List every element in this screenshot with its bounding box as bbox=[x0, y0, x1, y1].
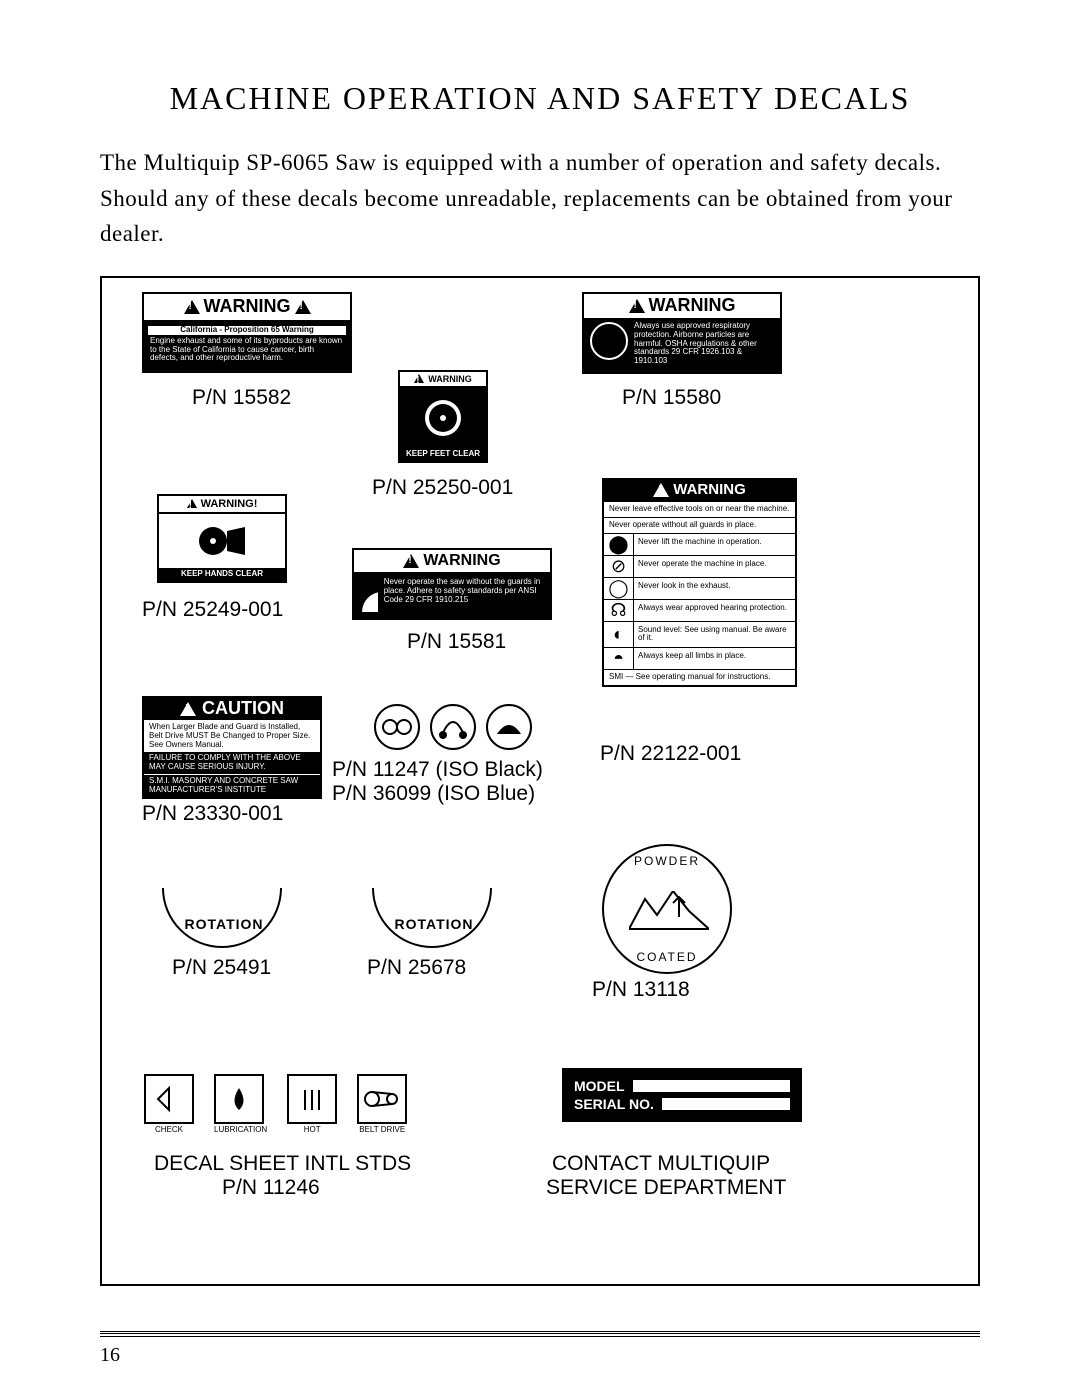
powder-top: POWDER bbox=[604, 854, 730, 868]
page-number: 16 bbox=[100, 1344, 120, 1367]
hand-blade-icon bbox=[197, 521, 247, 561]
serial-label: SERIAL NO. bbox=[574, 1096, 654, 1112]
warn-icon: ◐ bbox=[604, 622, 634, 648]
pn-label: P/N 22122-001 bbox=[600, 742, 741, 766]
pn-label: P/N 15582 bbox=[192, 386, 291, 410]
warning-label: WARNING bbox=[673, 481, 746, 498]
prop65-subhead: California - Proposition 65 Warning bbox=[148, 326, 346, 335]
lubrication-icon bbox=[214, 1074, 264, 1124]
sheet-title: DECAL SHEET INTL STDS bbox=[154, 1152, 411, 1176]
multi-line: Never look in the exhaust. bbox=[634, 578, 795, 599]
decal-caution-belt: CAUTION When Larger Blade and Guard is I… bbox=[142, 696, 322, 799]
iso-goggles-icon bbox=[374, 704, 420, 750]
warn-icon: ◯ bbox=[604, 578, 634, 599]
iso-hardhat-icon bbox=[486, 704, 532, 750]
decals-panel: WARNING California - Proposition 65 Warn… bbox=[100, 276, 980, 1286]
pn-label: P/N 13118 bbox=[592, 978, 690, 1002]
footer-rule bbox=[100, 1331, 980, 1337]
decal-keep-feet: WARNING KEEP FEET CLEAR bbox=[398, 370, 488, 463]
decal-respirator: WARNING Always use approved respiratory … bbox=[582, 292, 782, 374]
multi-line: Never operate without all guards in plac… bbox=[604, 518, 795, 534]
decal-multi-warning: WARNING Never leave effective tools on o… bbox=[602, 478, 797, 687]
caution-footer: S.M.I. MASONRY AND CONCRETE SAW MANUFACT… bbox=[144, 774, 320, 797]
warning-triangle-icon bbox=[653, 483, 669, 497]
intro-paragraph: The Multiquip SP-6065 Saw is equipped wi… bbox=[100, 145, 980, 252]
pn-label: P/N 11246 bbox=[222, 1176, 320, 1200]
caution-label: CAUTION bbox=[202, 698, 284, 719]
guards-body: Never operate the saw without the guards… bbox=[384, 578, 544, 614]
multi-line: Never leave effective tools on or near t… bbox=[604, 502, 795, 518]
sheet-cell: LUBRICATION bbox=[214, 1126, 267, 1135]
check-icon bbox=[144, 1074, 194, 1124]
caution-body2: FAILURE TO COMPLY WITH THE ABOVE MAY CAU… bbox=[144, 752, 320, 774]
serial-blank bbox=[662, 1098, 790, 1110]
hot-icon bbox=[287, 1074, 337, 1124]
powder-bot: COATED bbox=[604, 950, 730, 964]
multi-line: Never lift the machine in operation. bbox=[634, 534, 795, 555]
sheet-cell: CHECK bbox=[144, 1126, 194, 1135]
pn-label: P/N 25491 bbox=[172, 956, 271, 980]
pn-label: P/N 25678 bbox=[367, 956, 466, 980]
pn-label: P/N 25250-001 bbox=[372, 476, 513, 500]
respirator-icon bbox=[590, 322, 628, 360]
warning-triangle-icon bbox=[187, 499, 197, 508]
warn-icon: ⬤ bbox=[604, 534, 634, 555]
warning-label: WARNING bbox=[423, 552, 500, 570]
saw-blade-icon bbox=[418, 393, 468, 443]
plate-title: CONTACT MULTIQUIP bbox=[552, 1152, 770, 1176]
warning-triangle-icon bbox=[295, 300, 311, 314]
mountain-icon bbox=[629, 891, 709, 931]
plate-sub: SERVICE DEPARTMENT bbox=[546, 1176, 786, 1200]
pn-label: P/N 11247 (ISO Black) bbox=[332, 758, 543, 782]
sheet-cell: BELT DRIVE bbox=[357, 1126, 407, 1135]
sheet-cell: HOT bbox=[287, 1126, 337, 1135]
rotation-label: ROTATION bbox=[164, 916, 284, 932]
warning-label: WARNING bbox=[204, 296, 291, 317]
pn-label: P/N 15580 bbox=[622, 386, 721, 410]
multi-line: Always wear approved hearing protection. bbox=[634, 600, 795, 621]
caution-triangle-icon bbox=[180, 702, 196, 716]
multi-line: Never operate the machine in place. bbox=[634, 556, 795, 577]
pn-label: P/N 15581 bbox=[407, 630, 506, 654]
decal-guards: WARNING Never operate the saw without th… bbox=[352, 548, 552, 620]
model-blank bbox=[633, 1080, 790, 1092]
warning-triangle-icon bbox=[403, 554, 419, 568]
warn-icon: ☊ bbox=[604, 600, 634, 621]
blade-guard-icon bbox=[360, 578, 378, 614]
warning-triangle-icon bbox=[414, 374, 424, 383]
multi-footer: SMI — See operating manual for instructi… bbox=[604, 670, 795, 685]
multi-line: Always keep all limbs in place. bbox=[634, 648, 795, 669]
model-label: MODEL bbox=[574, 1078, 625, 1094]
multi-line: Sound level: See using manual. Be aware … bbox=[634, 622, 795, 648]
decal-powder-coated: POWDER COATED bbox=[602, 844, 732, 974]
prop65-body: Engine exhaust and some of its byproduct… bbox=[148, 335, 346, 367]
warning-triangle-icon bbox=[629, 299, 645, 313]
respirator-body: Always use approved respiratory protecti… bbox=[634, 322, 774, 366]
decal-rotation-left: ROTATION bbox=[162, 888, 282, 948]
pn-label: P/N 36099 (ISO Blue) bbox=[332, 782, 535, 806]
warn-icon: ◓ bbox=[604, 648, 634, 669]
warning-label: WARNING bbox=[649, 295, 736, 316]
decal-model-plate: MODEL SERIAL NO. bbox=[562, 1068, 802, 1122]
warning-label: WARNING! bbox=[201, 498, 258, 510]
decal-sheet-row: CHECK LUBRICATION HOT BELT DRIVE bbox=[144, 1074, 407, 1135]
decal-prop65: WARNING California - Proposition 65 Warn… bbox=[142, 292, 352, 373]
keep-feet-label: KEEP FEET CLEAR bbox=[400, 448, 486, 461]
pn-label: P/N 25249-001 bbox=[142, 598, 283, 622]
pn-label: P/N 23330-001 bbox=[142, 802, 283, 826]
warning-triangle-icon bbox=[184, 300, 200, 314]
page-title: MACHINE OPERATION AND SAFETY DECALS bbox=[100, 80, 980, 117]
keep-hands-label: KEEP HANDS CLEAR bbox=[159, 568, 285, 581]
page: MACHINE OPERATION AND SAFETY DECALS The … bbox=[0, 0, 1080, 1397]
warn-icon: ⊘ bbox=[604, 556, 634, 577]
warning-label: WARNING bbox=[428, 374, 472, 384]
decal-keep-hands: WARNING! KEEP HANDS CLEAR bbox=[157, 494, 287, 583]
rotation-label: ROTATION bbox=[374, 916, 494, 932]
iso-earmuff-icon bbox=[430, 704, 476, 750]
caution-body: When Larger Blade and Guard is Installed… bbox=[144, 720, 320, 752]
iso-icons bbox=[374, 704, 532, 750]
decal-rotation-right: ROTATION bbox=[372, 888, 492, 948]
belt-drive-icon bbox=[357, 1074, 407, 1124]
